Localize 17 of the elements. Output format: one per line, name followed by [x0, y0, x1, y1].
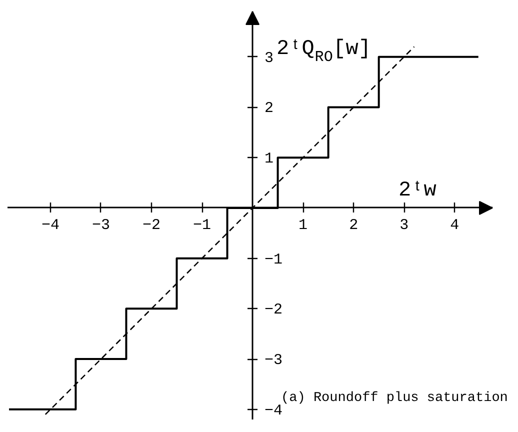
x-axis-title: 2ᵗw — [398, 179, 437, 202]
x-tick-label: −4 — [41, 216, 60, 234]
annotation: (a) Roundoff plus saturation — [281, 391, 508, 406]
x-tick-label: 2 — [349, 216, 358, 234]
y-tick-label: −4 — [264, 402, 283, 420]
y-tick-label: −3 — [264, 352, 283, 370]
x-tick-label: −2 — [142, 216, 160, 234]
y-tick-label: 2 — [264, 100, 274, 118]
x-tick-label: −1 — [193, 216, 212, 234]
y-tick-label: 3 — [264, 50, 274, 67]
y-tick-label: −2 — [264, 302, 283, 319]
y-tick-label: 1 — [264, 150, 274, 168]
x-tick-label: 4 — [450, 216, 460, 234]
x-tick-label: 1 — [298, 216, 308, 234]
y-tick-label: −1 — [264, 251, 283, 268]
x-tick-label: 3 — [400, 216, 409, 234]
x-tick-label: −3 — [92, 216, 110, 234]
